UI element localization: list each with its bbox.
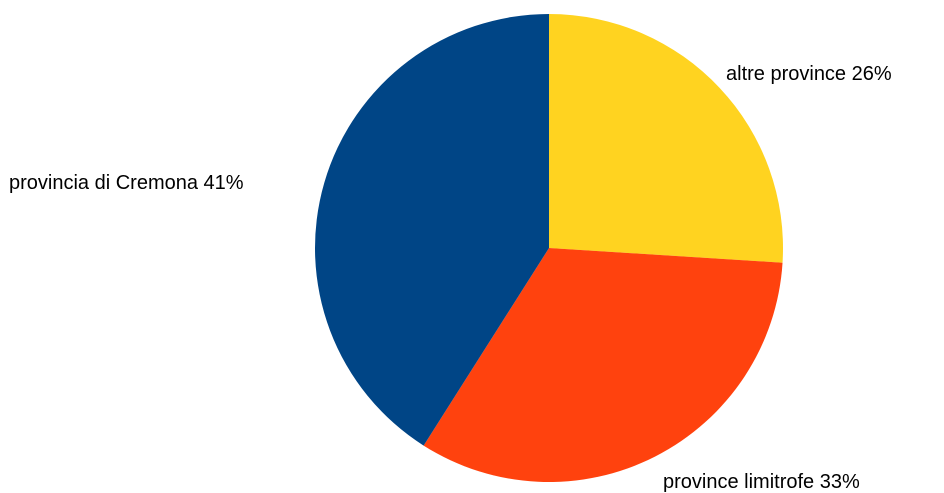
slice-altre-province [549,14,783,263]
slice-label-province-limitrofe: province limitrofe 33% [663,471,860,493]
slice-label-provincia-di-cremona: provincia di Cremona 41% [9,172,244,194]
pie-slices [314,14,783,482]
slice-province-limitrofe [423,248,783,482]
slice-provincia-di-cremona [314,14,549,446]
slice-label-altre-province: altre province 26% [726,63,892,85]
